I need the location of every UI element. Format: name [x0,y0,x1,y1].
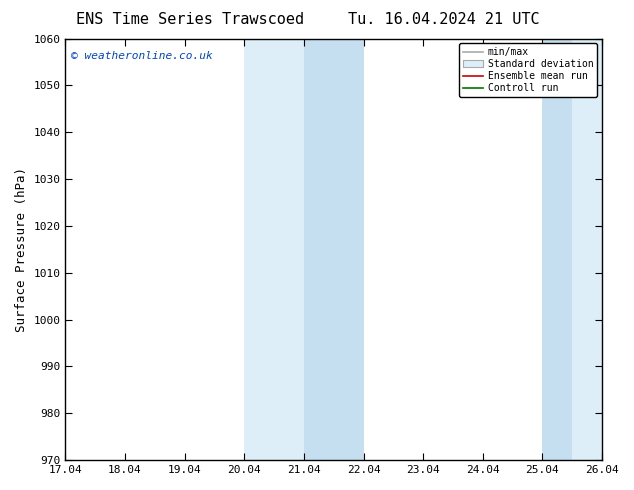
Bar [543,39,602,460]
Text: © weatheronline.co.uk: © weatheronline.co.uk [71,51,212,61]
Bar [304,39,363,460]
Text: ENS Time Series Trawscoed: ENS Time Series Trawscoed [76,12,304,27]
Bar [244,39,363,460]
Text: Tu. 16.04.2024 21 UTC: Tu. 16.04.2024 21 UTC [348,12,540,27]
Bar [543,39,573,460]
Legend: min/max, Standard deviation, Ensemble mean run, Controll run: min/max, Standard deviation, Ensemble me… [460,44,597,97]
Y-axis label: Surface Pressure (hPa): Surface Pressure (hPa) [15,167,28,332]
